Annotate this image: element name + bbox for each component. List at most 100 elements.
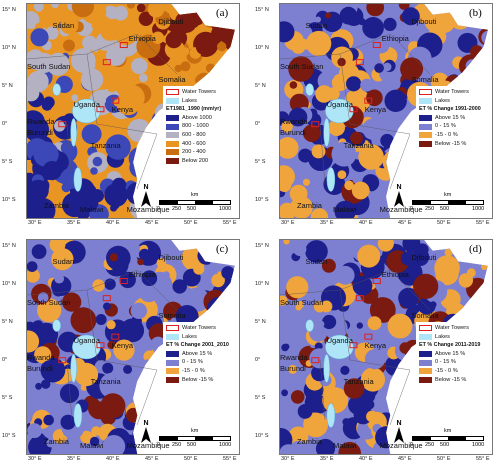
raster-patch [442,401,462,421]
raster-patch [372,36,390,54]
raster-patch [138,248,151,260]
country-label: Djibouti [411,252,437,262]
raster-patch [209,410,223,424]
scale-tick-label: 500 [440,442,450,448]
legend-entry: Water Towers [166,88,221,97]
raster-patch [413,273,439,299]
raster-patch [27,261,38,273]
scale-bar: km 0 250 500 1000 [157,428,233,450]
country-label: Uganda [326,336,353,346]
longitude-tick-label: 45° E [145,220,159,226]
raster-patch [371,28,381,37]
country-border [389,33,431,75]
raster-patch [280,165,295,188]
scale-tick-label: 0 [410,206,414,212]
raster-patch [280,295,288,306]
raster-patch [113,5,128,21]
water-tower-outline [349,106,358,113]
raster-patch [51,4,59,9]
legend-swatch [166,123,179,130]
legend-swatch [419,132,432,139]
legend-title: ET % Change 2001_2010 [166,342,229,349]
scale-bar-graphic [159,436,231,441]
raster-patch [151,31,165,44]
raster-patch [419,245,427,252]
legend-entry: Below 200 [166,157,221,166]
legend-label: Water Towers [182,325,216,331]
raster-patch [468,298,488,322]
raster-patch [281,343,289,352]
north-label: N [143,184,149,191]
water-tower-outline [364,97,373,104]
raster-patch [352,275,373,296]
raster-patch [344,180,354,191]
raster-patch [226,407,235,429]
raster-patch [298,148,313,163]
longitude-tick-label: 55° E [476,220,490,226]
raster-patch [138,11,154,26]
raster-patch [27,11,40,29]
raster-patch [37,292,49,303]
raster-patch [100,393,126,419]
raster-patch [280,444,298,454]
legend-swatch [166,158,179,165]
latitude-tick-label: 10° N [2,45,16,51]
raster-patch [27,84,40,102]
legend-label: -15 - 0 % [435,131,458,138]
scale-tick-label: 500 [440,206,450,212]
raster-patch [228,243,235,254]
legend-swatch [419,351,432,358]
latitude-tick-label: 10° S [255,197,269,203]
raster-patch [335,265,355,285]
legend-label: Above 15 % [435,114,466,121]
raster-patch [92,156,103,167]
country-label: South Sudan [27,297,71,307]
water-tower-outline [372,278,381,285]
raster-patch [283,240,290,245]
raster-patch [328,119,345,136]
country-border [66,359,73,421]
country-label: Burundi [280,364,306,374]
raster-patch [472,68,480,76]
country-label: Kenya [111,340,134,350]
raster-patch [141,373,163,396]
water-tower-outline [355,295,364,302]
raster-patch [147,4,165,18]
raster-patch [366,4,385,17]
raster-patch [60,141,74,155]
raster-patch [63,39,75,52]
legend-swatch [419,333,432,340]
country-border [86,53,98,125]
raster-patch [156,258,167,268]
raster-patch [123,364,133,374]
raster-patch [382,62,392,72]
raster-patch [142,135,163,155]
scale-bar-graphic [159,200,231,205]
raster-patch [35,382,42,390]
latitude-tick-label: 0° [255,121,261,127]
water-tower-outline [311,357,320,364]
scale-tick-label: 250 [172,206,182,212]
raster-patch [104,278,116,290]
latitude-tick-label: 15° N [2,243,16,249]
latitude-tick-label: 10° N [255,281,269,287]
scale-unit: km [444,428,452,434]
legend-label: Lakes [182,97,197,104]
raster-patch [139,73,148,83]
raster-patch [305,240,328,263]
raster-patch [360,78,374,92]
water-tower-outline [111,333,120,340]
raster-patch [191,386,205,401]
raster-patch [137,258,144,266]
north-arrow-icon [141,427,151,443]
raster-patch [288,56,314,82]
legend-swatch [166,97,179,104]
raster-patch [325,12,331,19]
raster-patch [104,5,116,18]
raster-patch [281,120,293,133]
latitude-tick-label: 10° N [2,281,16,287]
country-border [349,123,411,135]
raster-patch [464,149,488,175]
raster-patch [358,18,366,26]
legend-label: Below -15 % [435,140,467,147]
